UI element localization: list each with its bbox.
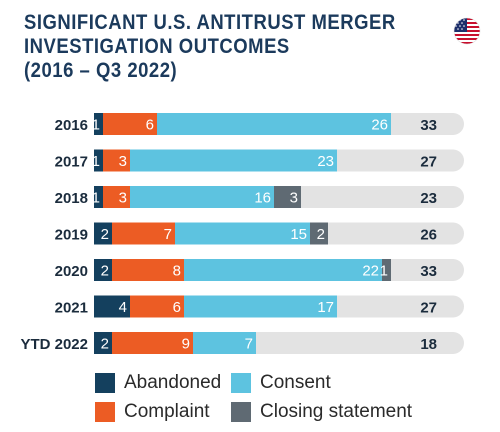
legend-swatch-complaint bbox=[95, 402, 115, 422]
data-label: 1 bbox=[92, 117, 100, 134]
bar-segment-closing bbox=[382, 259, 391, 281]
category-label: 2021 bbox=[55, 300, 88, 317]
data-label: 1 bbox=[92, 190, 100, 207]
data-label: 1 bbox=[380, 263, 388, 280]
total-label: 33 bbox=[420, 263, 437, 280]
data-label: 23 bbox=[317, 153, 334, 170]
data-label: 1 bbox=[92, 153, 100, 170]
data-label: 3 bbox=[119, 153, 127, 170]
legend-label: Complaint bbox=[124, 401, 210, 422]
total-label: 18 bbox=[420, 336, 437, 353]
bar-segment-abandoned bbox=[94, 295, 130, 318]
bar-segment-consent bbox=[130, 149, 337, 172]
category-label: 2017 bbox=[55, 154, 88, 171]
legend-label: Consent bbox=[260, 372, 331, 393]
bar-segment-complaint bbox=[130, 295, 184, 318]
bar-segment-abandoned bbox=[94, 113, 103, 135]
bar-segment-complaint bbox=[103, 113, 157, 135]
data-label: 4 bbox=[119, 299, 127, 316]
chart-legend: Abandoned Consent Complaint Closing stat… bbox=[95, 372, 455, 428]
total-label: 26 bbox=[420, 227, 437, 244]
category-label: YTD 2022 bbox=[20, 336, 88, 353]
bar-segment-consent bbox=[184, 295, 337, 318]
legend-item-complaint: Complaint bbox=[95, 401, 210, 423]
legend-item-closing: Closing statement bbox=[231, 401, 412, 423]
data-label: 8 bbox=[173, 263, 181, 280]
bar-segment-consent bbox=[157, 113, 391, 135]
data-label: 22 bbox=[362, 263, 379, 280]
data-label: 7 bbox=[245, 336, 253, 353]
category-label: 2020 bbox=[55, 263, 88, 280]
bar-segment-abandoned bbox=[94, 332, 112, 354]
us-flag-icon bbox=[453, 17, 481, 45]
data-label: 2 bbox=[101, 226, 109, 243]
bar-segment-complaint bbox=[103, 186, 130, 208]
data-label: 9 bbox=[182, 336, 190, 353]
legend-label: Closing statement bbox=[260, 401, 413, 422]
data-label: 7 bbox=[164, 226, 172, 243]
bar-segment-abandoned bbox=[94, 149, 103, 172]
bar-segment-consent bbox=[130, 186, 274, 208]
data-label: 6 bbox=[146, 117, 154, 134]
bar-segment-abandoned bbox=[94, 222, 112, 245]
category-label: 2019 bbox=[55, 227, 88, 244]
chart-title: SIGNIFICANT U.S. ANTITRUST MERGER INVEST… bbox=[24, 10, 396, 82]
bar-segment-complaint bbox=[103, 149, 130, 172]
data-label: 2 bbox=[101, 336, 109, 353]
total-label: 33 bbox=[420, 117, 437, 134]
bar-segment-complaint bbox=[112, 259, 184, 281]
legend-item-abandoned: Abandoned bbox=[95, 372, 221, 394]
data-label: 2 bbox=[101, 263, 109, 280]
data-label: 2 bbox=[317, 226, 325, 243]
bar-segment-abandoned bbox=[94, 186, 103, 208]
bar-segment-complaint bbox=[112, 222, 175, 245]
bar-segment-closing bbox=[310, 222, 328, 245]
legend-swatch-abandoned bbox=[95, 373, 115, 393]
category-label: 2016 bbox=[55, 117, 88, 134]
total-label: 23 bbox=[420, 190, 437, 207]
bar-segment-consent bbox=[184, 259, 382, 281]
data-label: 15 bbox=[290, 226, 307, 243]
legend-swatch-closing bbox=[231, 402, 251, 422]
total-label: 27 bbox=[420, 154, 437, 171]
bar-segment-abandoned bbox=[94, 259, 112, 281]
data-label: 16 bbox=[254, 190, 271, 207]
bar-segment-closing bbox=[274, 186, 301, 208]
bar-segment-consent bbox=[193, 332, 256, 354]
chart-title-line: SIGNIFICANT U.S. ANTITRUST MERGER bbox=[24, 10, 396, 34]
bar-segment-complaint bbox=[112, 332, 193, 354]
data-label: 6 bbox=[173, 299, 181, 316]
legend-swatch-consent bbox=[231, 373, 251, 393]
bar-segment-consent bbox=[175, 222, 310, 245]
legend-label: Abandoned bbox=[124, 372, 222, 393]
data-label: 17 bbox=[317, 299, 334, 316]
chart-title-line: (2016 – Q3 2022) bbox=[24, 58, 178, 82]
data-label: 26 bbox=[371, 117, 388, 134]
category-label: 2018 bbox=[55, 190, 88, 207]
data-label: 3 bbox=[290, 190, 298, 207]
data-label: 3 bbox=[119, 190, 127, 207]
legend-item-consent: Consent bbox=[231, 372, 331, 394]
total-label: 27 bbox=[420, 300, 437, 317]
chart-title-line: INVESTIGATION OUTCOMES bbox=[24, 34, 290, 58]
